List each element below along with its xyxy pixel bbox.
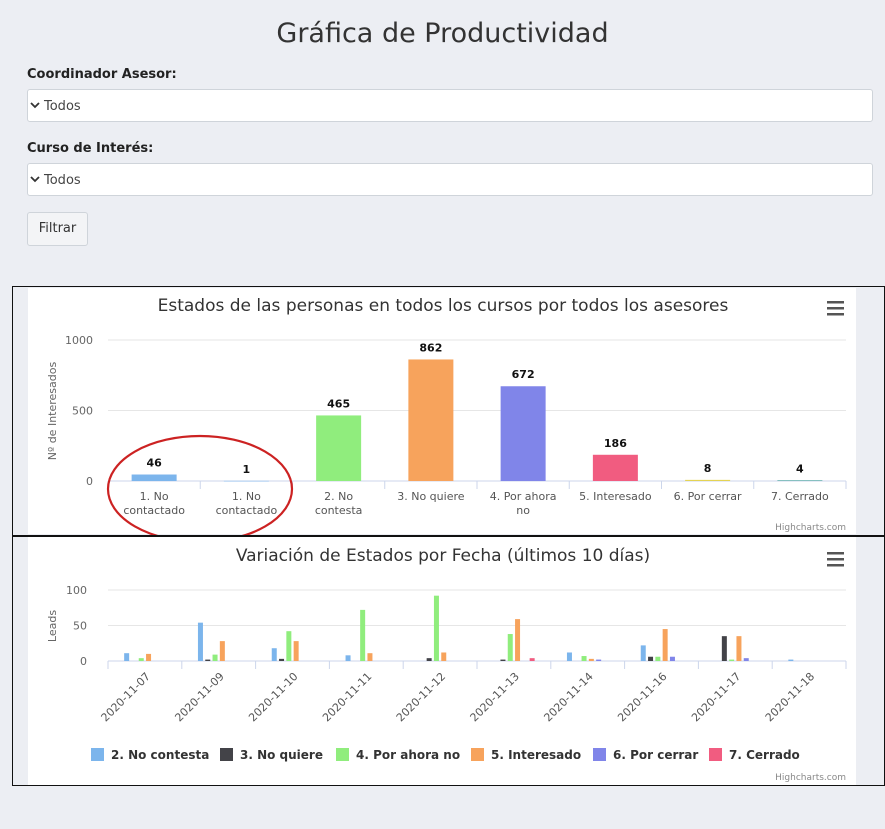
- legend-item[interactable]: 4. Por ahora no: [336, 748, 460, 762]
- legend-label: 4. Por ahora no: [356, 748, 460, 762]
- legend-item[interactable]: 2. No contesta: [91, 748, 209, 762]
- chevron-down-icon: [30, 176, 40, 183]
- legend-label: 2. No contesta: [111, 748, 209, 762]
- legend-label: 3. No quiere: [240, 748, 323, 762]
- legend-item[interactable]: 3. No quiere: [220, 748, 323, 762]
- coordinator-label: Coordinador Asesor:: [27, 67, 177, 82]
- legend-swatch: [91, 748, 104, 761]
- chevron-down-icon: [30, 102, 40, 109]
- legend-swatch: [709, 748, 722, 761]
- coordinator-select[interactable]: Todos: [27, 89, 873, 122]
- legend-item[interactable]: 6. Por cerrar: [593, 748, 698, 762]
- filter-button[interactable]: Filtrar: [27, 212, 88, 246]
- course-label: Curso de Interés:: [27, 141, 154, 156]
- legend-swatch: [471, 748, 484, 761]
- legend-label: 5. Interesado: [491, 748, 581, 762]
- legend-item[interactable]: 7. Cerrado: [709, 748, 800, 762]
- legend-swatch: [220, 748, 233, 761]
- legend-swatch: [336, 748, 349, 761]
- chart-divider: [12, 535, 885, 537]
- legend-label: 6. Por cerrar: [613, 748, 698, 762]
- legend-item[interactable]: 5. Interesado: [471, 748, 581, 762]
- course-select[interactable]: Todos: [27, 163, 873, 196]
- legend-swatch: [593, 748, 606, 761]
- legend-label: 7. Cerrado: [729, 748, 800, 762]
- page-title: Gráfica de Productividad: [276, 18, 609, 49]
- coordinator-select-value: Todos: [44, 99, 81, 114]
- menu-icon[interactable]: [827, 552, 844, 567]
- menu-icon[interactable]: [827, 301, 844, 316]
- course-select-value: Todos: [44, 173, 81, 188]
